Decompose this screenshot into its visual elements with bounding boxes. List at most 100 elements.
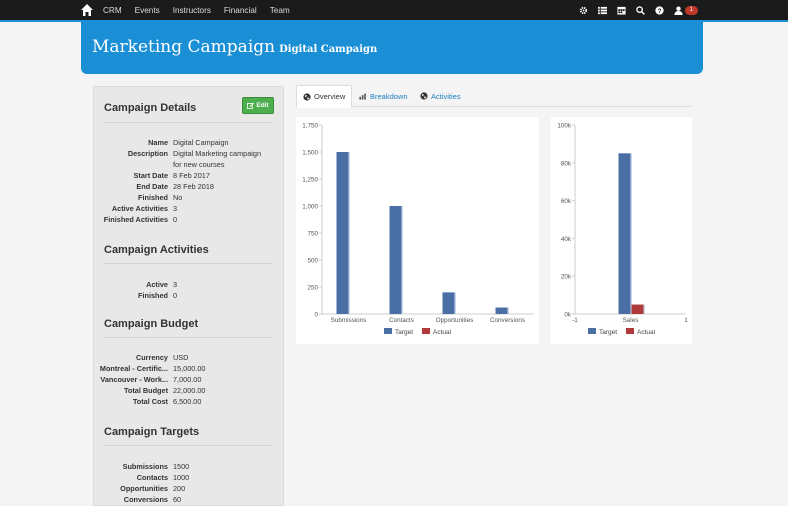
campaign-budget-list: Currency USD Montreal - Certific... 15,000.… bbox=[94, 352, 285, 407]
bar-actual bbox=[631, 304, 644, 314]
legend-label: Actual bbox=[637, 329, 656, 336]
gear-icon[interactable] bbox=[579, 5, 589, 15]
y-tick-label: 0 bbox=[314, 312, 318, 319]
y-tick-label: 250 bbox=[307, 285, 318, 292]
legend-swatch-target bbox=[384, 328, 392, 334]
y-tick-label: 40k bbox=[561, 236, 572, 243]
kv-row: Total Budget 22,000.00 bbox=[94, 385, 285, 396]
x-tick-label: Opportunities bbox=[436, 317, 473, 324]
x-tick-label: -1 bbox=[572, 317, 578, 324]
globe-icon bbox=[420, 92, 428, 100]
campaign-budget-title: Campaign Budget bbox=[104, 318, 199, 330]
y-tick-label: 20k bbox=[561, 274, 572, 281]
divider bbox=[104, 263, 272, 264]
y-tick-label: 1,500 bbox=[302, 150, 318, 157]
tab-breakdown[interactable]: Breakdown bbox=[359, 85, 408, 107]
campaign-targets-title: Campaign Targets bbox=[104, 426, 200, 438]
kv-key: Finished bbox=[138, 193, 168, 202]
kv-value: Digital Campaign bbox=[173, 138, 229, 147]
y-tick-label: 100k bbox=[557, 123, 572, 130]
kv-value: No bbox=[173, 193, 183, 202]
bar-chart-icon bbox=[359, 93, 366, 100]
notification-badge[interactable]: 1 bbox=[684, 5, 698, 15]
kv-value: USD bbox=[173, 353, 189, 362]
kv-key: Active Activities bbox=[111, 204, 168, 213]
calendar-icon[interactable] bbox=[617, 5, 627, 15]
nav-link-crm[interactable]: CRM bbox=[103, 5, 122, 15]
tab-activities-label: Activities bbox=[431, 91, 461, 101]
kv-value: Digital Marketing campaign bbox=[173, 149, 262, 158]
y-tick-label: 80k bbox=[561, 160, 572, 167]
campaign-activities-title: Campaign Activities bbox=[104, 244, 209, 256]
kv-value: 60 bbox=[173, 495, 182, 504]
y-tick-label: 750 bbox=[307, 231, 318, 238]
kv-row: Active 3 bbox=[94, 279, 285, 290]
y-tick-label: 500 bbox=[307, 258, 318, 265]
search-icon[interactable] bbox=[636, 5, 646, 15]
kv-key: Active bbox=[146, 280, 168, 289]
kv-key: Total Budget bbox=[123, 386, 168, 395]
sales-chart-panel: 0k 20k 40k 60k 80k 100k -1 Sales 1 Target Actual bbox=[551, 117, 692, 344]
divider bbox=[104, 122, 272, 123]
kv-row: Currency USD bbox=[94, 352, 285, 363]
tab-overview[interactable]: Overview bbox=[296, 85, 353, 108]
kv-key: Finished Activities bbox=[103, 215, 168, 224]
page-header: Marketing Campaign Digital Campaign bbox=[81, 22, 703, 74]
y-tick-label: 1,750 bbox=[302, 123, 318, 130]
campaign-sidebar: Campaign Details Edit Name Digital Campai… bbox=[93, 86, 284, 506]
x-tick-label: 1 bbox=[684, 317, 688, 324]
kv-row: Contacts 1000 bbox=[94, 472, 285, 483]
edit-button[interactable]: Edit bbox=[242, 97, 274, 114]
kv-key: Contacts bbox=[136, 473, 168, 482]
bar-target bbox=[495, 307, 508, 314]
divider bbox=[104, 337, 272, 338]
kv-row: Description Digital Marketing campaign bbox=[94, 148, 285, 159]
kv-row: Total Cost 6,500.00 bbox=[94, 396, 285, 407]
kv-row: Vancouver - Work... 7,000.00 bbox=[94, 374, 285, 385]
legend-swatch-target bbox=[588, 328, 596, 334]
x-tick-label: Submissions bbox=[331, 317, 367, 324]
sales-bar-chart: 0k 20k 40k 60k 80k 100k -1 Sales 1 Target Actual bbox=[557, 123, 688, 337]
kv-value: 28 Feb 2018 bbox=[173, 182, 214, 191]
campaign-activities-list: Active 3 Finished 0 bbox=[94, 279, 285, 301]
campaign-targets-list: Submissions 1500 Contacts 1000 Opportunities… bbox=[94, 461, 285, 505]
kv-value: 0 bbox=[173, 291, 178, 300]
kv-key: Currency bbox=[135, 353, 168, 362]
kv-row: Submissions 1500 bbox=[94, 461, 285, 472]
home-icon[interactable] bbox=[80, 3, 94, 17]
bar-target bbox=[442, 292, 455, 314]
nav-link-events[interactable]: Events bbox=[134, 5, 160, 15]
user-icon[interactable]: 1 bbox=[674, 5, 698, 15]
edit-icon bbox=[247, 102, 255, 109]
kv-key: Opportunities bbox=[120, 484, 168, 493]
help-icon[interactable]: ? bbox=[655, 5, 665, 15]
legend-label: Target bbox=[395, 329, 413, 336]
y-tick-label: 1,250 bbox=[302, 177, 318, 184]
y-tick-label: 0k bbox=[564, 312, 572, 319]
kv-key: Total Cost bbox=[132, 397, 168, 406]
tab-activities[interactable]: Activities bbox=[420, 85, 461, 107]
legend-swatch-actual bbox=[422, 328, 430, 334]
bar-target bbox=[618, 153, 631, 314]
nav-link-instructors[interactable]: Instructors bbox=[172, 5, 211, 15]
kv-key: Montreal - Certific... bbox=[99, 364, 168, 373]
overview-chart-panel: 0 250 500 750 1,000 1,250 1,500 1,750 Submission… bbox=[296, 117, 539, 344]
legend-label: Actual bbox=[433, 329, 452, 336]
kv-row: Active Activities 3 bbox=[94, 203, 285, 214]
kv-row: Conversions 60 bbox=[94, 494, 285, 505]
nav-link-team[interactable]: Team bbox=[269, 5, 290, 15]
x-tick-label: Conversions bbox=[490, 317, 525, 324]
y-tick-label: 60k bbox=[561, 198, 572, 205]
tab-breakdown-label: Breakdown bbox=[370, 91, 408, 101]
kv-key: Name bbox=[148, 138, 168, 147]
kv-row: for new courses bbox=[94, 159, 285, 170]
list-icon[interactable] bbox=[598, 5, 608, 15]
kv-row: Name Digital Campaign bbox=[94, 137, 285, 148]
kv-value: 200 bbox=[173, 484, 186, 493]
kv-key: End Date bbox=[136, 182, 168, 191]
nav-link-financial[interactable]: Financial bbox=[223, 5, 257, 15]
kv-value: 8 Feb 2017 bbox=[173, 171, 210, 180]
kv-key: Submissions bbox=[122, 462, 168, 471]
kv-value: 15,000.00 bbox=[173, 364, 206, 373]
kv-key: Start Date bbox=[133, 171, 168, 180]
